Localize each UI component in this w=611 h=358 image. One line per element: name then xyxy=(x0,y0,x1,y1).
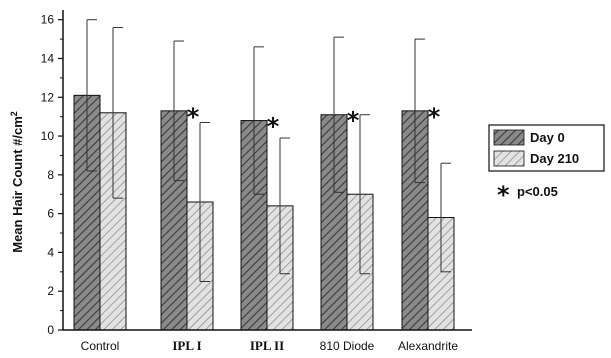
significance-note: * p<0.05 xyxy=(497,181,558,209)
significance-note-star: * xyxy=(497,181,510,209)
y-tick-label: 2 xyxy=(47,284,54,298)
significance-star: * xyxy=(267,113,280,141)
y-tick-label: 0 xyxy=(47,323,54,337)
x-axis-labels: Control IPL I IPL II 810 Diode Alexandrite xyxy=(81,338,459,353)
y-tick-label: 4 xyxy=(47,245,54,259)
legend-swatch-day-210 xyxy=(493,150,525,167)
legend-swatch-day-0 xyxy=(493,129,525,146)
x-category-label: Alexandrite xyxy=(398,339,458,353)
significance-star: * xyxy=(428,103,441,131)
error-bars xyxy=(86,19,451,283)
legend: Day 0 Day 210 xyxy=(488,124,605,172)
y-axis-ticks: 0 2 4 6 8 10 12 14 16 xyxy=(41,13,63,337)
significance-star: * xyxy=(187,103,200,131)
bars xyxy=(73,94,455,331)
y-tick-label: 14 xyxy=(41,51,55,65)
significance-stars: * * * * xyxy=(187,103,441,141)
x-category-label: 810 Diode xyxy=(320,339,375,353)
x-category-label: IPL II xyxy=(250,338,284,353)
y-tick-label: 8 xyxy=(47,168,54,182)
y-tick-label: 16 xyxy=(41,13,55,27)
legend-label-day-0: Day 0 xyxy=(530,130,565,145)
legend-label-day-210: Day 210 xyxy=(530,151,579,166)
significance-note-text: p<0.05 xyxy=(517,184,558,199)
y-axis-title-superscript: 2 xyxy=(9,111,19,116)
significance-star: * xyxy=(347,107,360,135)
y-tick-label: 6 xyxy=(47,207,54,221)
y-axis-title-main: Mean Hair Count #/cm xyxy=(10,116,25,253)
x-category-label: Control xyxy=(81,339,120,353)
y-tick-label: 12 xyxy=(41,90,55,104)
bar xyxy=(99,112,127,331)
y-tick-label: 10 xyxy=(41,129,55,143)
x-category-label: IPL I xyxy=(172,338,201,353)
y-axis-title: Mean Hair Count #/cm2 xyxy=(9,111,25,253)
